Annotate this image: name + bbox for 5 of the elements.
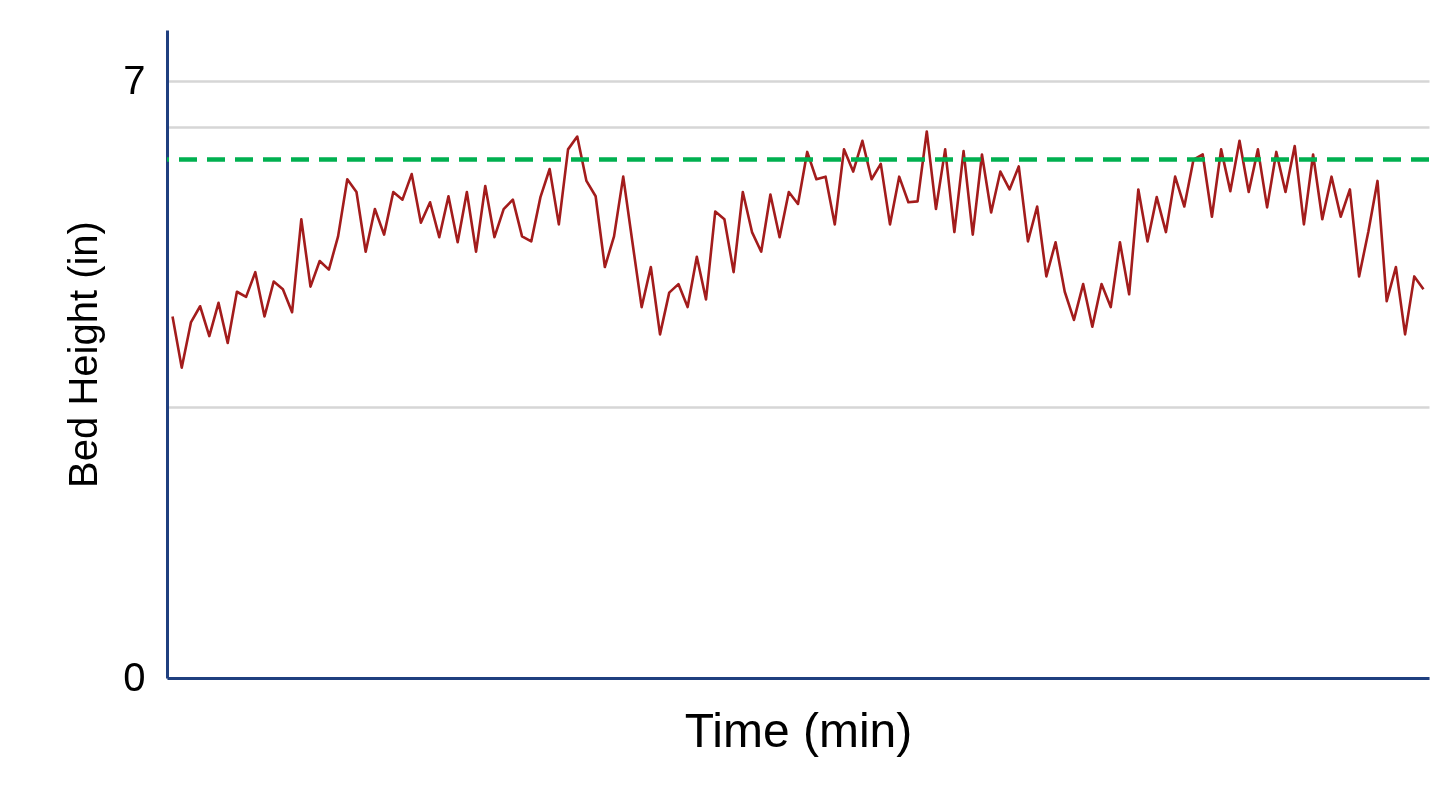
y-tick-label: 0 — [123, 654, 146, 699]
line-series — [171, 130, 1425, 369]
x-axis-title: Time (min) — [684, 703, 913, 757]
y-axis-title: Bed Height (in) — [61, 221, 106, 488]
y-tick-label: 7 — [123, 57, 146, 102]
